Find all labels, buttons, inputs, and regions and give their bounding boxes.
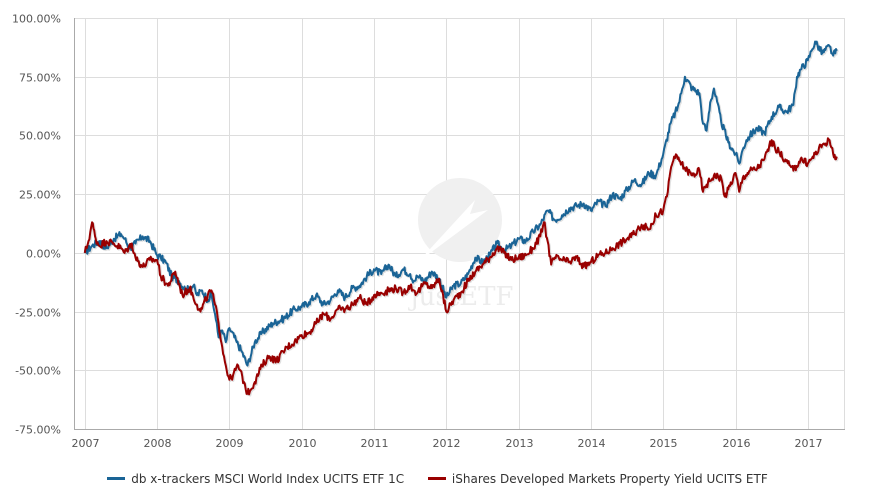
x-tick-label: 2007 — [72, 437, 100, 450]
y-tick-label: 50.00% — [19, 130, 61, 143]
legend-swatch-msci-world — [107, 477, 126, 480]
y-tick-label: 0.00% — [26, 248, 61, 261]
x-tick-label: 2013 — [506, 437, 534, 450]
x-tick-label: 2011 — [361, 437, 389, 450]
series-lines — [83, 40, 839, 397]
x-axis-labels: 2007 2008 2009 2010 2011 2012 2013 2014 2015 2016… — [72, 437, 823, 450]
x-tick-label: 2010 — [289, 437, 317, 450]
y-tick-label: 25.00% — [19, 189, 61, 202]
line-chart: justETF 100.00% 75.00% 50.00% 25.00% 0.00% -2… — [12, 13, 845, 450]
watermark-logo: justETF — [408, 178, 513, 312]
legend-label-property-yield: iShares Developed Markets Property Yield… — [451, 472, 768, 486]
axes — [74, 18, 845, 430]
series-line-msci-world — [83, 40, 838, 367]
legend-item-msci-world[interactable]: db x-trackers MSCI World Index UCITS ETF… — [107, 472, 404, 486]
legend-item-property-yield[interactable]: iShares Developed Markets Property Yield… — [427, 472, 768, 486]
y-tick-label: 100.00% — [12, 13, 61, 26]
y-tick-label: 75.00% — [19, 72, 61, 85]
x-tick-label: 2012 — [433, 437, 461, 450]
y-axis-labels: 100.00% 75.00% 50.00% 25.00% 0.00% -25.00% -50… — [12, 13, 61, 437]
series-shadow-1 — [84, 138, 839, 397]
x-tick-label: 2008 — [144, 437, 172, 450]
x-tick-label: 2017 — [795, 437, 823, 450]
x-tick-label: 2015 — [650, 437, 678, 450]
x-tick-label: 2009 — [216, 437, 244, 450]
y-tick-label: -75.00% — [15, 424, 61, 437]
y-tick-label: -50.00% — [15, 365, 61, 378]
series-line-property-yield — [83, 137, 838, 396]
y-tick-label: -25.00% — [15, 307, 61, 320]
x-tick-label: 2016 — [723, 437, 751, 450]
legend-swatch-property-yield — [427, 477, 446, 480]
legend-label-msci-world: db x-trackers MSCI World Index UCITS ETF… — [131, 472, 405, 486]
x-tick-label: 2014 — [578, 437, 606, 450]
legend: db x-trackers MSCI World Index UCITS ETF… — [0, 472, 875, 486]
